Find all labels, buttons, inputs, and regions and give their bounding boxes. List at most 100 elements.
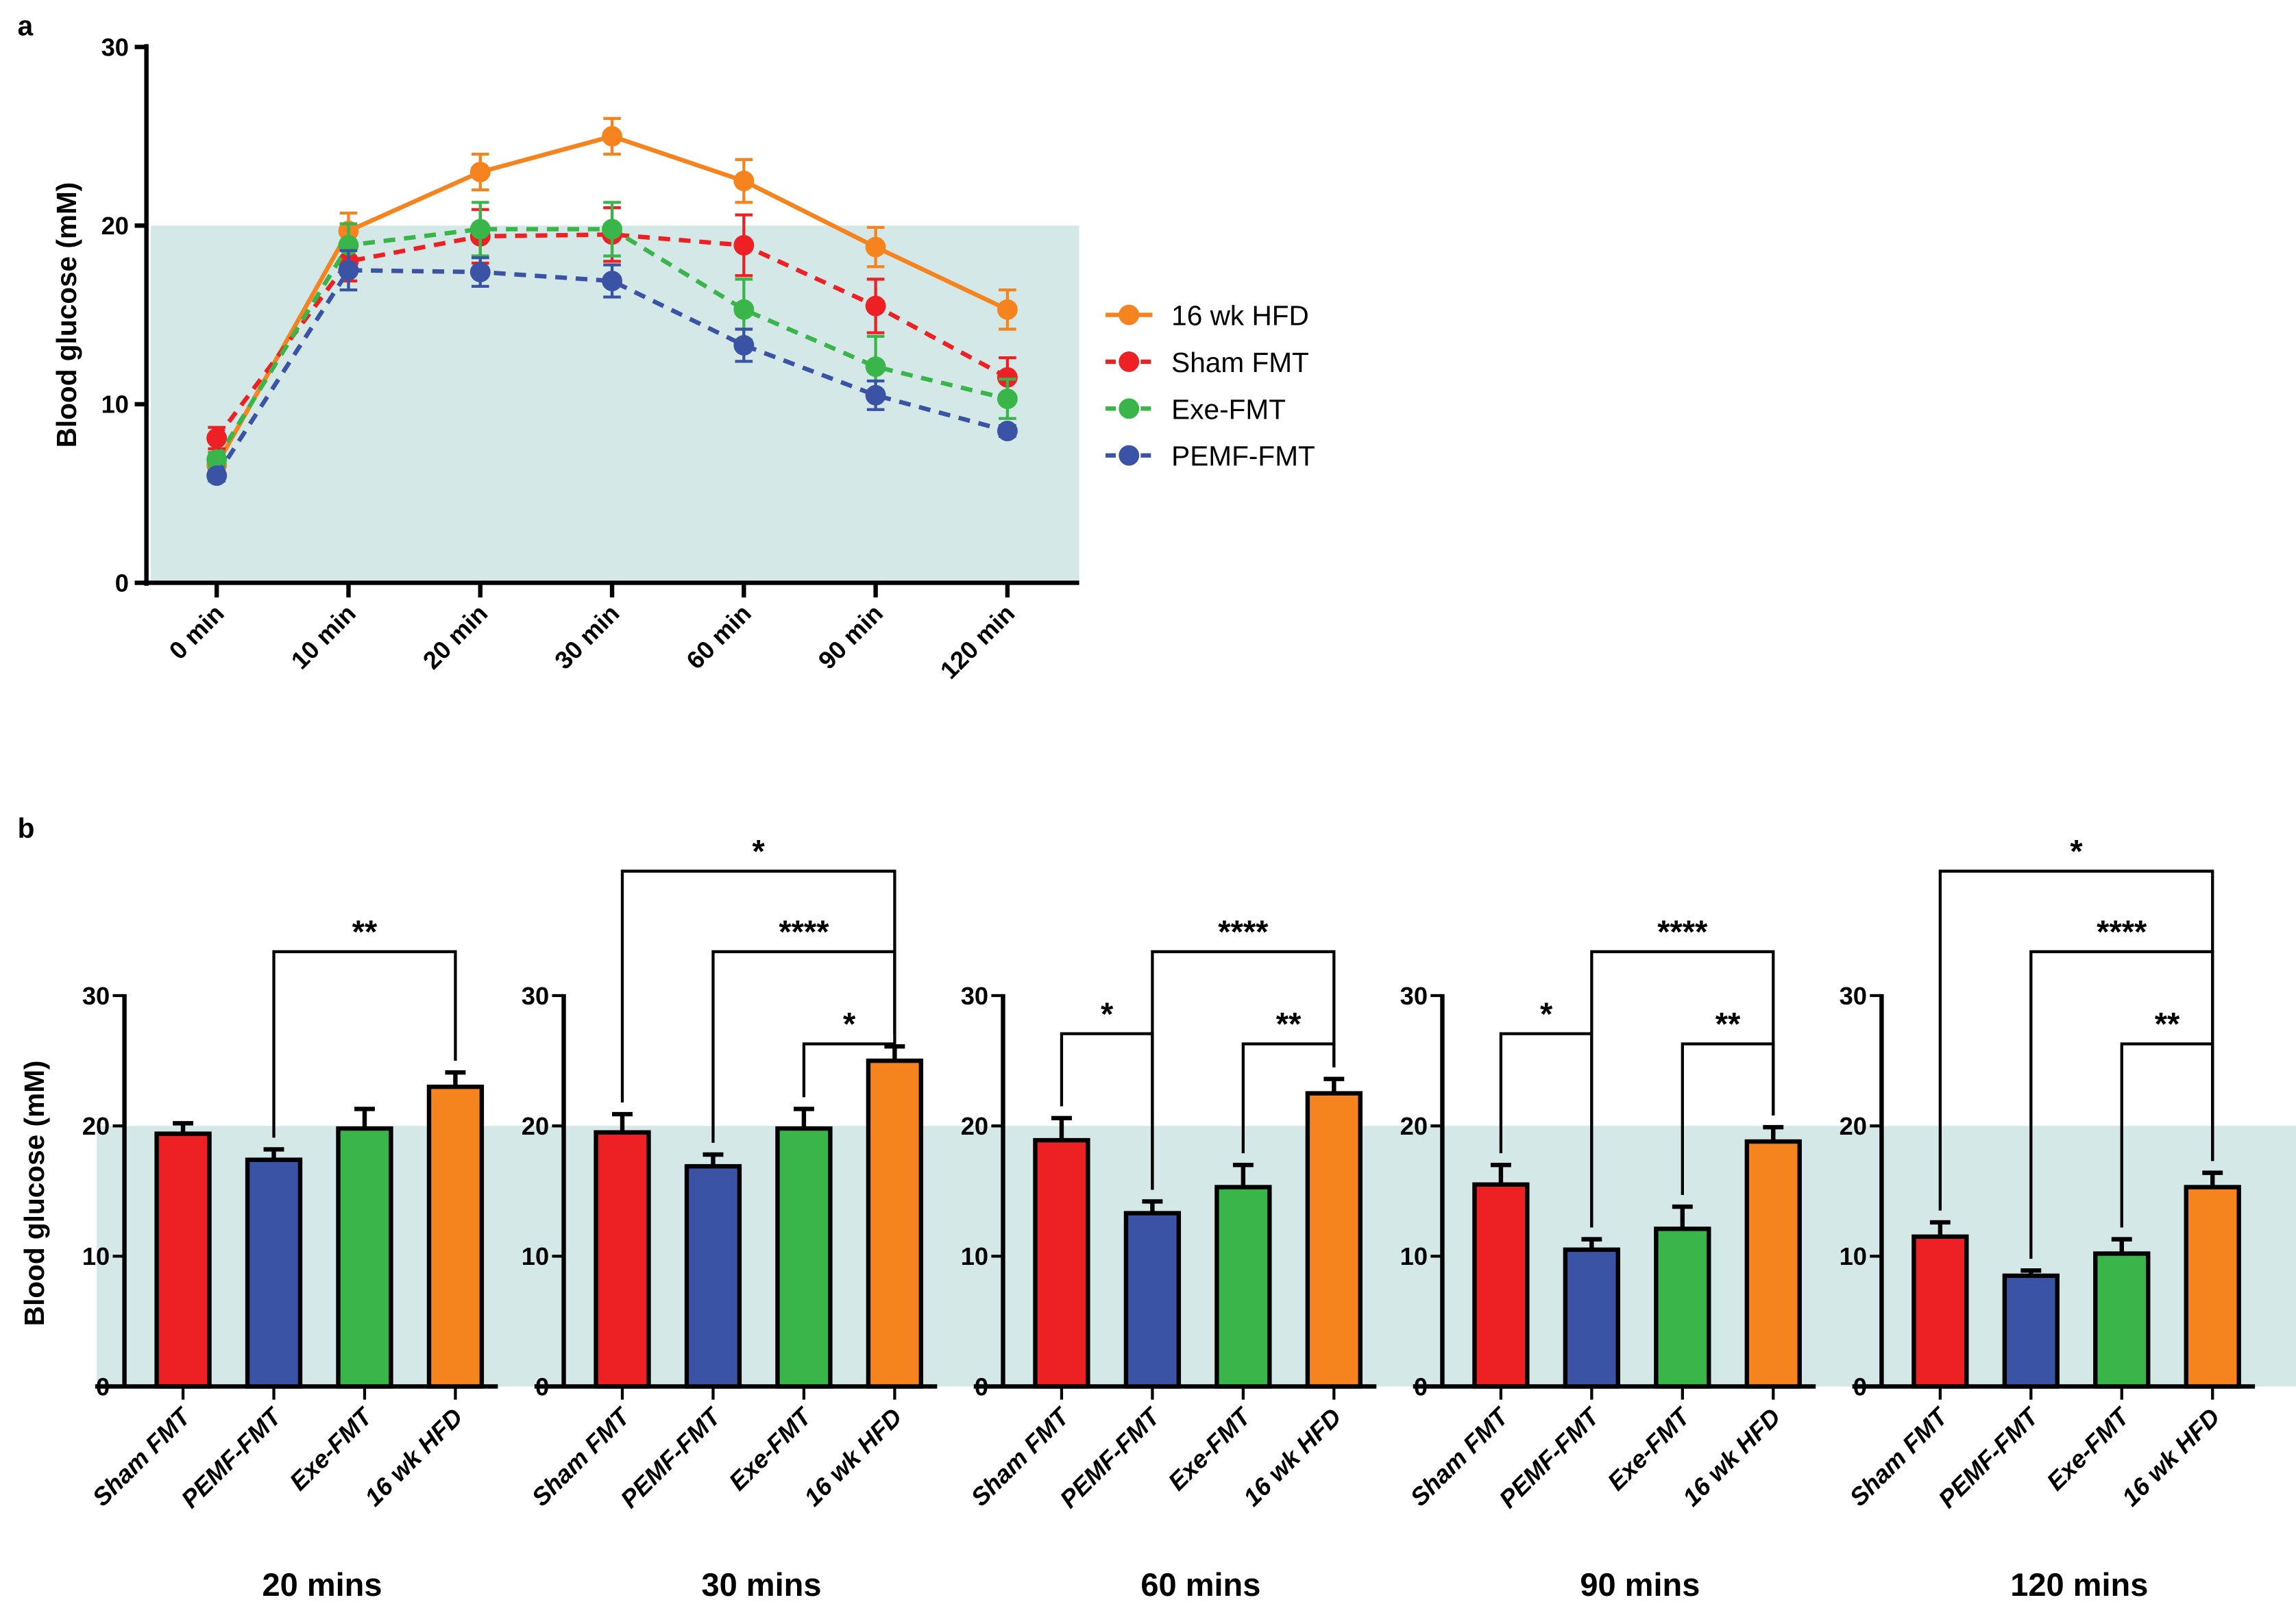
x-tick-label: 16 wk HFD xyxy=(1238,1403,1347,1512)
bar xyxy=(2184,1185,2241,1389)
y-tick-label: 20 xyxy=(101,212,129,240)
significance-label: * xyxy=(1540,996,1553,1032)
x-tick-label: 60 min xyxy=(681,599,756,674)
x-tick-label: 16 wk HFD xyxy=(798,1403,907,1512)
x-tick-label: 120 min xyxy=(935,599,1021,685)
y-tick-label: 0 xyxy=(535,1372,549,1401)
error-bar xyxy=(793,1107,814,1129)
data-point xyxy=(469,262,491,282)
significance-label: * xyxy=(843,1006,856,1042)
bar xyxy=(154,1131,212,1389)
x-tick-label: PEMF-FMT xyxy=(1054,1401,1167,1514)
panel-title: 90 mins xyxy=(1580,1566,1700,1603)
x-tick-label: 16 wk HFD xyxy=(359,1403,468,1512)
panel-label-a: a xyxy=(18,10,34,42)
error-bar xyxy=(445,1070,466,1087)
x-tick-label: Exe-FMT xyxy=(723,1401,818,1496)
significance-label: * xyxy=(1101,996,1114,1032)
x-tick-label: 20 min xyxy=(417,599,493,674)
data-point xyxy=(865,356,886,378)
bar xyxy=(1214,1185,1272,1389)
y-tick-label: 30 xyxy=(1400,982,1428,1010)
significance-label: * xyxy=(753,833,766,870)
significance-bracket xyxy=(1938,870,2214,1211)
bar xyxy=(2093,1251,2151,1389)
legend-marker xyxy=(1119,304,1140,325)
bar xyxy=(866,1058,924,1389)
data-point xyxy=(865,295,886,317)
x-tick-label: PEMF-FMT xyxy=(1933,1401,2045,1514)
bar xyxy=(2002,1273,2060,1389)
data-point xyxy=(733,299,755,320)
significance-label: **** xyxy=(1218,913,1269,950)
bar xyxy=(1033,1137,1090,1389)
y-axis-label: Blood glucose (mM) xyxy=(19,1061,50,1327)
legend-label: 16 wk HFD xyxy=(1171,300,1309,332)
x-tick-label: PEMF-FMT xyxy=(1493,1401,1606,1514)
y-tick-label: 10 xyxy=(1840,1242,1867,1270)
bar xyxy=(1123,1211,1182,1389)
significance-label: ** xyxy=(1715,1006,1741,1042)
error-bar xyxy=(1490,1163,1511,1185)
y-tick-label: 0 xyxy=(115,569,129,597)
data-point xyxy=(602,125,623,147)
significance-label: ** xyxy=(352,913,378,950)
data-point xyxy=(733,171,755,192)
significance-bracket xyxy=(620,870,896,1102)
panel-label-b: b xyxy=(18,812,35,843)
y-tick-label: 10 xyxy=(961,1242,988,1270)
legend-marker xyxy=(1119,351,1140,372)
panel-title: 30 mins xyxy=(701,1566,821,1603)
error-bar xyxy=(2111,1237,2132,1254)
y-tick-label: 30 xyxy=(961,982,988,1010)
bar xyxy=(684,1163,742,1389)
bar xyxy=(1305,1091,1363,1389)
bar xyxy=(336,1126,393,1389)
data-point xyxy=(865,384,886,406)
y-tick-label: 20 xyxy=(1840,1112,1867,1140)
y-tick-label: 10 xyxy=(82,1242,110,1270)
y-tick-label: 30 xyxy=(82,982,110,1010)
y-tick-label: 30 xyxy=(522,982,549,1010)
data-point xyxy=(469,219,491,240)
error-bar xyxy=(1763,1124,1784,1142)
x-tick-label: Exe-FMT xyxy=(1602,1401,1696,1496)
panel-title: 120 mins xyxy=(2010,1566,2148,1603)
data-point xyxy=(997,421,1018,441)
data-point xyxy=(733,234,755,256)
bar xyxy=(1744,1139,1802,1389)
error-bar xyxy=(2202,1170,2223,1187)
data-point xyxy=(602,271,623,292)
data-point xyxy=(602,219,623,240)
x-tick-label: 10 min xyxy=(286,599,361,674)
significance-label: **** xyxy=(2097,913,2147,950)
data-point xyxy=(338,260,359,281)
y-tick-label: 20 xyxy=(961,1112,988,1140)
data-point xyxy=(997,299,1018,320)
data-point xyxy=(865,236,886,258)
legend-label: Exe-FMT xyxy=(1171,393,1286,425)
data-point xyxy=(997,367,1018,388)
legend-marker xyxy=(1119,445,1140,466)
legend-label: Sham FMT xyxy=(1171,347,1309,378)
bar xyxy=(1472,1182,1530,1389)
error-bar xyxy=(612,1111,633,1133)
significance-label: ** xyxy=(1276,1006,1302,1042)
legend-label: PEMF-FMT xyxy=(1171,441,1315,472)
y-tick-label: 0 xyxy=(1414,1372,1428,1401)
x-tick-label: Exe-FMT xyxy=(2041,1401,2136,1496)
error-bar xyxy=(1672,1204,1693,1229)
x-tick-label: PEMF-FMT xyxy=(175,1401,288,1514)
significance-bracket xyxy=(1151,950,1336,1190)
bar xyxy=(1912,1234,1969,1389)
error-bar xyxy=(1323,1076,1345,1094)
y-tick-label: 0 xyxy=(96,1372,110,1401)
data-point xyxy=(206,465,228,486)
y-tick-label: 0 xyxy=(975,1372,988,1401)
error-bar xyxy=(354,1107,375,1129)
x-tick-label: Exe-FMT xyxy=(284,1401,378,1496)
significance-label: **** xyxy=(1657,913,1708,950)
x-tick-label: PEMF-FMT xyxy=(615,1401,727,1514)
